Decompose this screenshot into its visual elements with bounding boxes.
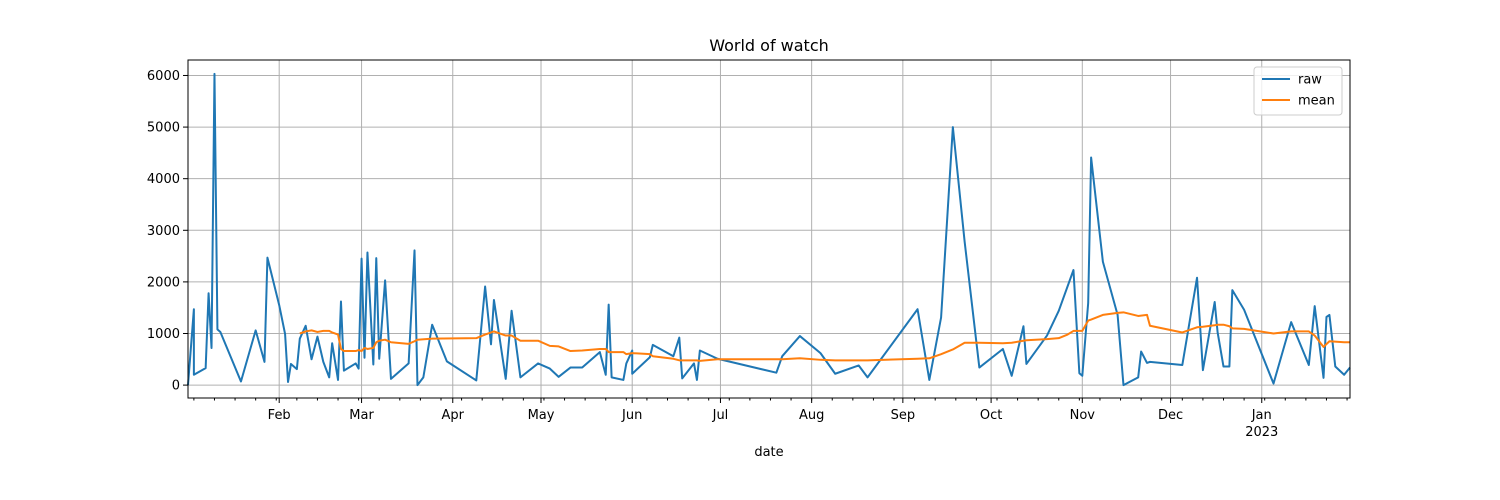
x-tick-label: Aug [799,408,824,423]
x-tick-label: Sep [891,408,916,423]
x-tick-label: Jul [712,408,729,423]
x-axis: Feb Mar Apr May Jun Jul Aug Sep Oct Nov Dec Jan 2023 [193,398,1348,440]
series-layer [187,72,1351,387]
y-tick-label: 3000 [147,224,180,239]
x-tick-label: Oct [980,408,1002,423]
x-tick-sublabel: 2023 [1245,425,1278,440]
y-tick-label: 2000 [147,275,180,290]
y-axis: 0 1000 2000 3000 4000 5000 6000 [147,69,188,394]
y-tick-label: 6000 [147,69,180,84]
x-tick-label: Jan [1251,408,1272,423]
x-tick-label: Apr [442,408,465,423]
legend: raw mean [1253,66,1343,116]
y-tick-label: 1000 [147,327,180,342]
legend-label-raw: raw [1298,73,1322,88]
y-tick-label: 5000 [147,121,180,136]
plot-frame [187,59,1351,399]
x-tick-label: Jun [621,408,642,423]
series-line-raw [187,72,1351,387]
x-tick-label: May [528,408,555,423]
x-tick-label: Feb [268,408,291,423]
x-tick-label: Nov [1070,408,1096,423]
legend-label-mean: mean [1298,94,1335,109]
y-tick-label: 4000 [147,172,180,187]
x-axis-label: date [754,445,783,460]
x-tick-label: Mar [349,408,374,423]
y-tick-label: 0 [172,379,180,394]
x-tick-label: Dec [1158,408,1183,423]
series-line-mean [299,311,1350,362]
chart-title: World of watch [709,36,829,55]
